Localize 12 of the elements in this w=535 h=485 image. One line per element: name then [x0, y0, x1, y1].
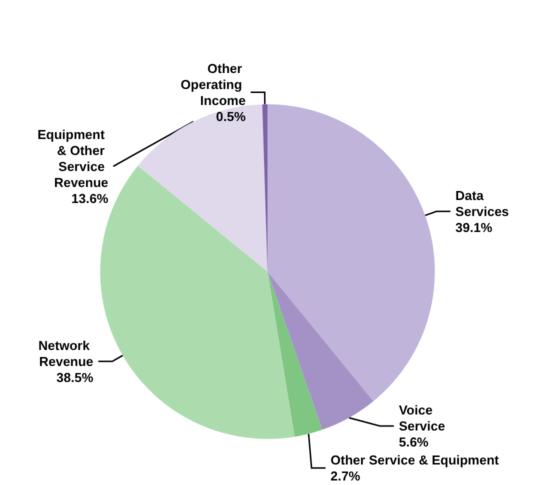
data-label: 0.5% — [216, 108, 246, 124]
slice-label: Other Service & Equipment — [330, 452, 500, 468]
data-label: 13.6% — [71, 190, 109, 206]
slice-label: Network Revenue — [38, 338, 94, 369]
slice-label: Other Operating Income — [180, 60, 246, 108]
slice-label: Equipment & Other Service Revenue — [38, 126, 108, 190]
data-label: 39.1% — [455, 220, 493, 235]
data-label: 5.6% — [398, 434, 429, 450]
slice-label: Voice Service — [398, 402, 446, 434]
data-label: 2.7% — [330, 468, 361, 484]
slice-label: Data Services — [455, 188, 509, 219]
data-label: 38.5% — [56, 370, 94, 385]
